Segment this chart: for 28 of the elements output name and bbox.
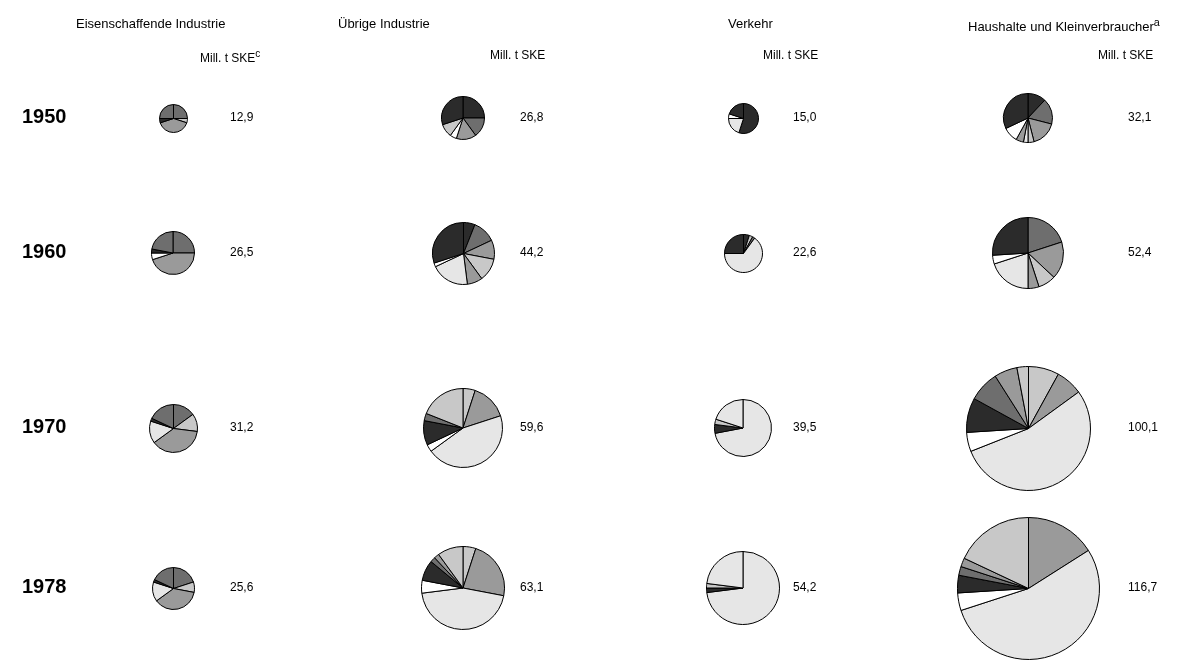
text: Mill. t SKE	[490, 48, 546, 62]
text: 52,4	[1128, 245, 1152, 259]
text: 54,2	[793, 580, 817, 594]
text: 26,5	[230, 245, 254, 259]
chart-title: Haushalte und Kleinverbraucher$^{a}$	[968, 16, 1160, 35]
text: 22,6	[793, 245, 817, 259]
text: 1970	[22, 415, 67, 438]
text: 100,1	[1128, 420, 1159, 434]
text: 25,6	[230, 580, 254, 594]
text: 31,2	[230, 420, 254, 434]
text: 44,2	[520, 245, 544, 259]
text: 12,9	[230, 110, 254, 124]
chart-title: Übrige Industrie	[338, 16, 430, 31]
text: 39,5	[793, 420, 817, 434]
text: 116,7	[1128, 580, 1158, 594]
text: Mill. t SKE	[763, 48, 819, 62]
text: 1950	[22, 105, 67, 128]
chart-title: Eisenschaffende Industrie	[76, 16, 226, 31]
text: 63,1	[520, 580, 544, 594]
text: 1960	[22, 240, 67, 263]
text: Mill. t SKE	[1098, 48, 1154, 62]
text: 26,8	[520, 110, 544, 124]
chart-title: Verkehr	[728, 16, 773, 31]
text: 15,0	[793, 110, 817, 124]
text: Mill. t SKE$^{c}$	[200, 48, 261, 65]
text: 59,6	[520, 420, 544, 434]
text: 32,1	[1128, 110, 1152, 124]
text: 1978	[22, 575, 67, 598]
